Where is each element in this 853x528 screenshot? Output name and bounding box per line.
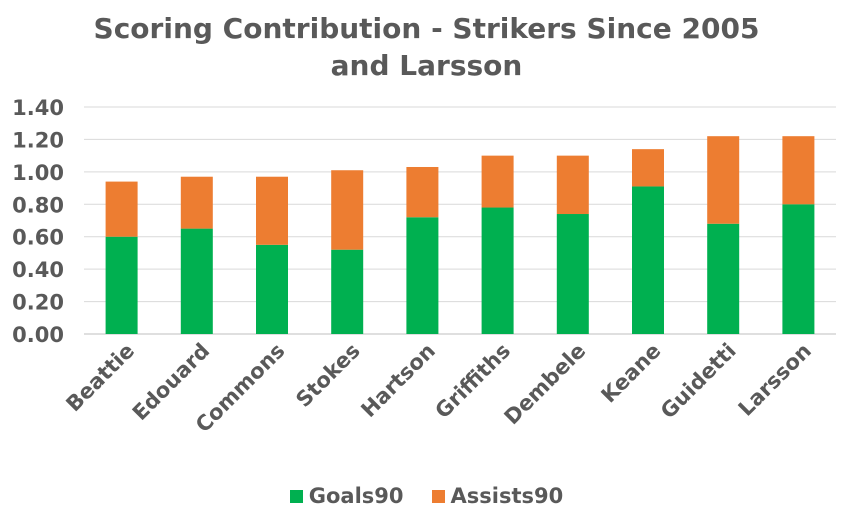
bar-assists90-edouard xyxy=(180,176,213,229)
y-tick-label: 0.80 xyxy=(12,193,64,217)
x-tick-label: Hartson xyxy=(356,339,439,422)
bar-goals90-keane xyxy=(632,186,664,334)
y-tick-label: 1.20 xyxy=(12,128,64,152)
bar-assists90-griffiths xyxy=(481,155,514,208)
x-tick-label: Stokes xyxy=(291,339,364,412)
x-tick-label: Keane xyxy=(597,339,666,408)
y-tick-label: 0.00 xyxy=(12,323,64,347)
y-tick-label: 1.00 xyxy=(12,161,64,185)
chart-title: Scoring Contribution - Strikers Since 20… xyxy=(0,10,853,84)
legend-item-assists90: Assists90 xyxy=(431,484,564,508)
bar-goals90-dembele xyxy=(556,214,589,334)
chart-title-line-2: and Larsson xyxy=(330,49,523,82)
bar-goals90-griffiths xyxy=(481,207,514,334)
y-tick-label: 0.60 xyxy=(12,226,64,250)
bar-goals90-stokes xyxy=(331,249,364,334)
bar-goals90-hartson xyxy=(406,217,439,334)
bar-assists90-larsson xyxy=(782,136,815,205)
bar-goals90-larsson xyxy=(782,204,815,334)
x-tick-label: Dembele xyxy=(500,339,591,430)
bar-assists90-hartson xyxy=(406,166,439,218)
legend-swatch-goals90 xyxy=(289,489,303,503)
bar-assists90-stokes xyxy=(331,170,364,250)
legend-swatch-assists90 xyxy=(431,489,445,503)
legend: Goals90 Assists90 xyxy=(0,484,853,508)
y-tick-label: 0.20 xyxy=(12,291,64,315)
bar-goals90-guidetti xyxy=(707,223,740,334)
bar-assists90-commons xyxy=(256,176,288,245)
legend-label-goals90: Goals90 xyxy=(308,484,404,508)
bar-goals90-edouard xyxy=(180,228,213,334)
bar-assists90-guidetti xyxy=(707,136,740,224)
bar-assists90-keane xyxy=(632,149,664,187)
chart-title-line-1: Scoring Contribution - Strikers Since 20… xyxy=(93,12,760,45)
stacked-bar-chart: 0.000.200.400.600.801.001.201.40BeattieE… xyxy=(12,96,836,437)
x-tick-label: Guidetti xyxy=(656,339,741,424)
x-tick-label: Beattie xyxy=(61,339,139,417)
y-tick-label: 0.40 xyxy=(12,258,64,282)
bar-assists90-dembele xyxy=(556,155,589,215)
bar-goals90-commons xyxy=(256,244,288,334)
x-tick-label: Larsson xyxy=(734,339,816,421)
bar-assists90-beattie xyxy=(105,181,138,237)
legend-item-goals90: Goals90 xyxy=(289,484,404,508)
legend-label-assists90: Assists90 xyxy=(450,484,564,508)
y-tick-label: 1.40 xyxy=(12,96,64,120)
bar-goals90-beattie xyxy=(105,236,138,334)
